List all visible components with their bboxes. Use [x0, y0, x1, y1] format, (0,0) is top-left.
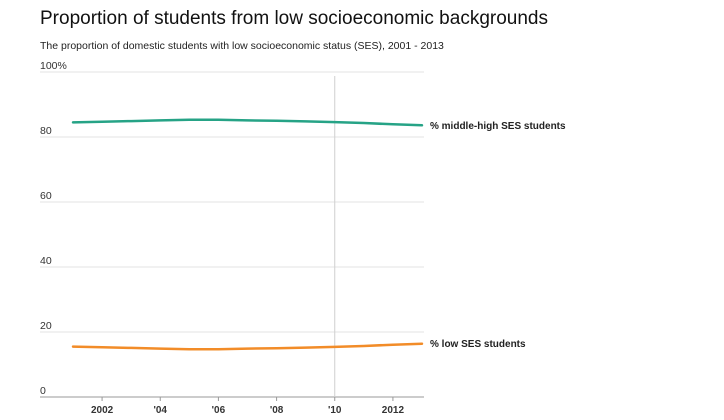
y-tick-label: 0 — [40, 385, 46, 397]
series-label: % middle-high SES students — [430, 121, 566, 132]
chart-title: Proportion of students from low socioeco… — [40, 8, 548, 29]
x-tick-label: 2002 — [91, 405, 114, 416]
y-tick-label: 80 — [40, 125, 52, 137]
x-tick-label: '06 — [212, 405, 226, 416]
series-line-low-ses — [71, 342, 424, 351]
x-tick-label: '08 — [270, 405, 284, 416]
y-tick-label: 60 — [40, 190, 52, 202]
series-line-middle-high-ses — [71, 118, 424, 127]
x-tick-label: 2012 — [382, 405, 405, 416]
chart-subtitle: The proportion of domestic students with… — [40, 40, 444, 52]
series-label: % low SES students — [430, 339, 526, 350]
y-tick-label: 40 — [40, 255, 52, 267]
x-tick-label: '04 — [153, 405, 167, 416]
x-tick-label: '10 — [328, 405, 342, 416]
y-tick-label: 100% — [40, 60, 67, 72]
y-tick-label: 20 — [40, 320, 52, 332]
